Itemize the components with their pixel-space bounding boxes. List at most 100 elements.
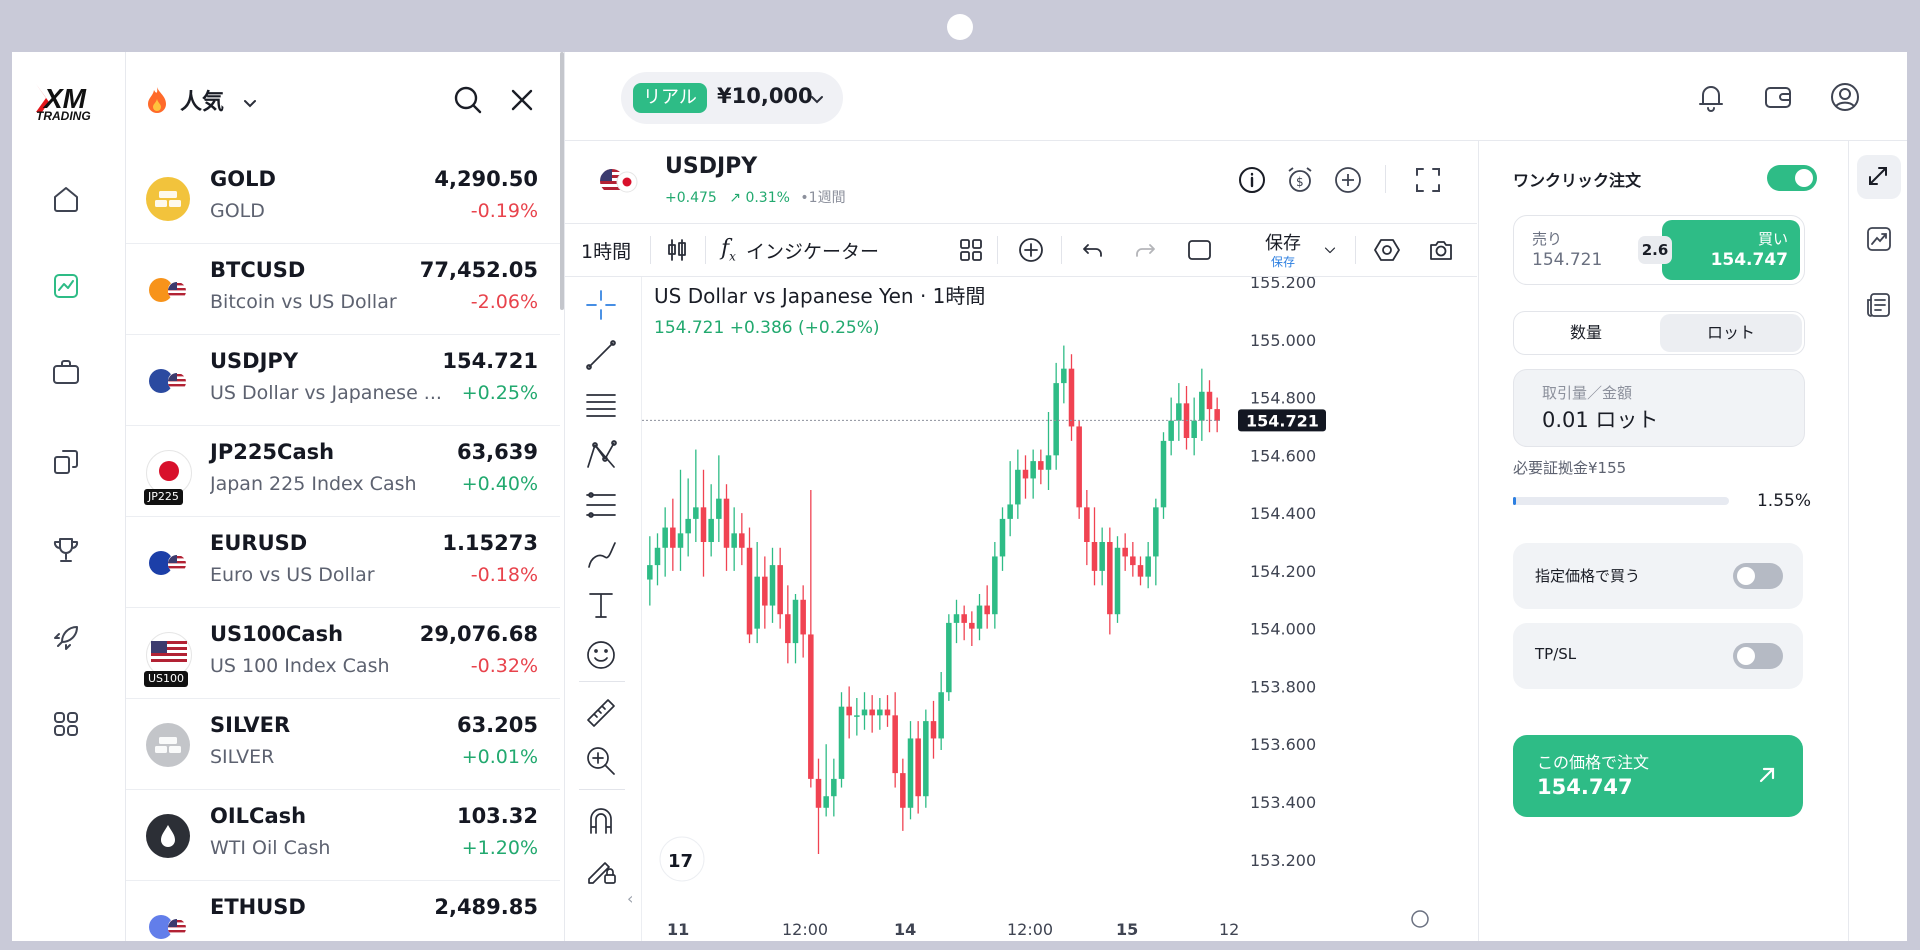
home-icon[interactable] [46,179,86,219]
watchlist-row[interactable]: SILVER SILVER 63.205 +0.01% [126,698,560,790]
instrument-symbol: USDJPY [665,154,758,179]
indicators-button[interactable]: fx インジケーター [721,236,879,264]
axis-settings-icon[interactable] [1411,910,1429,928]
copy-trading-icon[interactable] [46,442,86,482]
emoji-icon[interactable] [583,637,619,673]
side-nav: XM TRADING [12,52,126,941]
sell-price: 154.721 [1532,250,1603,270]
watchlist-row[interactable]: GOLD GOLD 4,290.50 -0.19% [126,152,560,244]
fullscreen-icon[interactable] [1413,165,1443,195]
price-chart[interactable]: 155.200 155.000 154.800 154.600 154.400 154.2… [642,277,1477,941]
candle-body [1038,461,1044,470]
price-axis[interactable] [1222,277,1477,941]
candle-body [808,634,814,779]
search-icon[interactable] [452,84,484,116]
limit-price-label: 指定価格で買う [1535,567,1641,585]
candle-body [1130,556,1136,566]
watchlist-scrollbar[interactable] [560,52,564,310]
apps-grid-icon[interactable] [46,704,86,744]
candle-body [815,778,822,808]
lock-drawings-icon[interactable] [583,851,619,887]
buy-button[interactable]: 買い 154.747 [1662,220,1800,280]
price-alert-icon[interactable]: $ [1285,165,1315,195]
crosshair-icon[interactable] [583,287,619,323]
watchlist-row[interactable]: USDJPY US Dollar vs Japanese ... 154.721 +0… [126,334,560,426]
portfolio-icon[interactable] [46,352,86,392]
text-tool-icon[interactable] [583,587,619,623]
bell-icon[interactable] [1694,80,1728,114]
tab-lot[interactable]: ロット [1660,314,1802,352]
candle-type-icon[interactable] [663,236,691,264]
tab-quantity[interactable]: 数量 [1569,323,1602,342]
layouts-icon[interactable] [957,236,985,264]
watchlist-row[interactable]: OILCash WTI Oil Cash 103.32 +1.20% [126,789,560,881]
place-order-button[interactable]: この価格で注文 154.747 [1513,735,1803,817]
news-icon[interactable] [1865,291,1893,319]
account-selector[interactable]: リアル ¥10,000 [621,72,843,124]
horizontal-lines-icon[interactable] [583,387,619,423]
undo-icon[interactable] [1079,236,1107,264]
settings-hex-icon[interactable] [1373,236,1401,264]
wallet-icon[interactable] [1761,80,1795,114]
add-circle-icon[interactable] [1333,165,1363,195]
chevron-down-icon[interactable] [1321,236,1339,264]
margin-bar-fill [1513,497,1517,505]
order-button-price: 154.747 [1537,775,1633,799]
candle-body [1007,504,1013,519]
instrument-name: Japan 225 Index Cash [210,473,417,495]
collapse-arrow-icon[interactable]: ‹ [627,889,634,908]
eur-usd-flags-icon [146,541,190,585]
volume-field[interactable]: 取引量／金額 0.01 ロット [1513,369,1805,447]
interval-button[interactable]: 1時間 [581,240,632,263]
instrument-name: Bitcoin vs US Dollar [210,291,397,313]
candle-body [1176,403,1182,421]
ruler-icon[interactable] [583,695,619,731]
candle-body [1199,391,1205,421]
instrument-price: 4,290.50 [434,167,538,191]
add-compare-icon[interactable] [1017,236,1045,264]
app-screen: XM TRADING [12,52,1907,941]
candle-body [1145,556,1151,577]
sell-button[interactable]: 売り 154.721 [1514,216,1634,284]
trend-chart-icon[interactable] [1865,225,1893,253]
category-dropdown[interactable]: 人気 [180,84,258,116]
magnet-icon[interactable] [583,803,619,839]
chart-icon[interactable] [46,266,86,306]
save-button[interactable]: 保存 保存 [1255,229,1311,270]
tpsl-toggle[interactable] [1733,643,1783,669]
trophy-icon[interactable] [46,530,86,570]
camera-snapshot-icon[interactable] [1427,236,1455,264]
info-icon[interactable] [1237,165,1267,195]
rocket-icon[interactable] [46,618,86,658]
price-tick-label: 155.200 [1250,277,1316,292]
brush-icon[interactable] [583,537,619,573]
category-label: 人気 [180,90,225,115]
tv-logo-icon[interactable] [659,836,705,882]
watchlist-row[interactable]: EURUSD Euro vs US Dollar 1.15273 -0.18% [126,516,560,608]
close-icon[interactable] [508,86,536,114]
instrument-change: +0.40% [461,473,538,495]
time-tick-label: 11 [667,920,689,939]
candle-body [1076,426,1082,508]
watchlist-row[interactable]: BTCUSD Bitcoin vs US Dollar 77,452.05 -2.06… [126,243,560,335]
tpsl-label: TP/SL [1535,645,1577,663]
watchlist-row[interactable]: US100 US100Cash US 100 Index Cash 29,076.68… [126,607,560,699]
one-click-toggle[interactable] [1767,165,1817,191]
watchlist-row[interactable]: ETHUSD 2,489.85 [126,880,560,941]
zoom-in-icon[interactable] [583,743,619,779]
candle-body [800,599,806,635]
price-tick-label: 153.200 [1250,851,1316,870]
user-profile-icon[interactable] [1828,80,1862,114]
watchlist-row[interactable]: JP225 JP225Cash Japan 225 Index Cash 63,639… [126,425,560,517]
fib-icon[interactable] [583,487,619,523]
btc-usd-flags-icon [146,268,190,312]
redo-icon[interactable] [1131,236,1159,264]
limit-price-toggle[interactable] [1733,563,1783,589]
pattern-icon[interactable] [583,437,619,473]
trend-line-icon[interactable] [583,337,619,373]
order-panel-tab-icon[interactable] [1857,155,1901,199]
candle-body [838,706,845,779]
right-rail [1848,141,1907,941]
rectangle-icon[interactable] [1185,236,1213,264]
volume-value: 0.01 ロット [1542,408,1659,432]
